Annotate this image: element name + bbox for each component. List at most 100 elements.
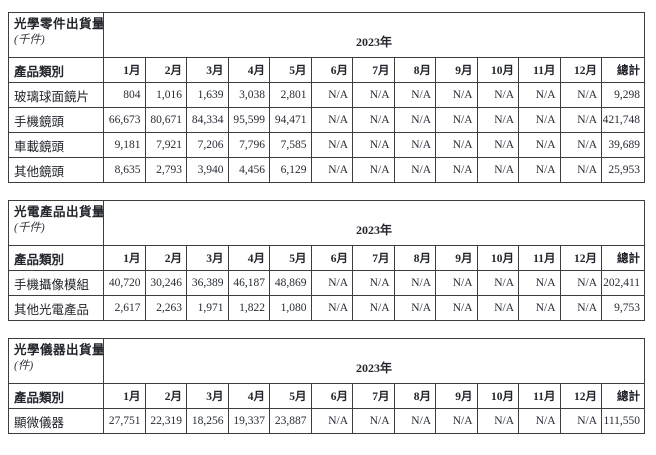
cell-value: N/A: [310, 295, 353, 321]
table-title: 光電產品出貨量: [14, 205, 104, 219]
cell-value: N/A: [476, 270, 519, 296]
column-header-month: 2月: [144, 383, 187, 409]
cell-value: N/A: [476, 295, 519, 321]
year-label: 2023年: [356, 35, 393, 49]
column-header-month: 1月: [103, 383, 146, 409]
column-header-month: 5月: [269, 57, 312, 83]
cell-value: 48,869: [269, 270, 312, 296]
column-header-month: 9月: [435, 245, 478, 271]
cell-value: N/A: [310, 107, 353, 133]
cell-value: N/A: [310, 270, 353, 296]
cell-value: 18,256: [186, 408, 229, 434]
optical-instruments-table: 光學儀器出貨量 (件) 2023年 產品類別 1月 2月 3月 4月 5月 6月…: [8, 338, 646, 434]
cell-value: 30,246: [144, 270, 187, 296]
cell-value: N/A: [435, 157, 478, 183]
column-header-month: 6月: [310, 383, 353, 409]
cell-value: 22,319: [144, 408, 187, 434]
table-unit: (千件): [14, 222, 45, 234]
column-header-total: 總計: [600, 245, 646, 271]
cell-total: 9,298: [600, 82, 646, 108]
cell-value: N/A: [393, 107, 436, 133]
table-title: 光學儀器出貨量: [14, 343, 104, 357]
cell-value: N/A: [476, 408, 519, 434]
document-page: 光學零件出貨量 (千件) 2023年 產品類別 1月 2月 3月 4月 5月 6…: [8, 12, 646, 434]
cell-value: 19,337: [227, 408, 270, 434]
table-row: 玻璃球面鏡片 804 1,016 1,639 3,038 2,801 N/A N…: [8, 82, 646, 108]
year-label: 2023年: [356, 223, 393, 237]
cell-total: 39,689: [600, 132, 646, 158]
column-header-month: 10月: [476, 57, 519, 83]
cell-value: N/A: [518, 408, 561, 434]
column-header-month: 6月: [310, 245, 353, 271]
column-header-total: 總計: [600, 383, 646, 409]
cell-value: 7,585: [269, 132, 312, 158]
cell-total: 9,753: [600, 295, 646, 321]
cell-value: 2,793: [144, 157, 187, 183]
row-label: 其他鏡頭: [8, 157, 104, 183]
cell-value: N/A: [310, 408, 353, 434]
cell-value: 7,921: [144, 132, 187, 158]
row-label: 手機攝像模組: [8, 270, 104, 296]
cell-value: N/A: [559, 132, 602, 158]
column-header-month: 3月: [186, 57, 229, 83]
table-title-row: 光電產品出貨量 (千件) 2023年: [8, 200, 646, 246]
cell-value: N/A: [435, 270, 478, 296]
optoelectronic-products-table: 光電產品出貨量 (千件) 2023年 產品類別 1月 2月 3月 4月 5月 6…: [8, 200, 646, 321]
cell-value: N/A: [518, 132, 561, 158]
table-title-row: 光學零件出貨量 (千件) 2023年: [8, 12, 646, 58]
table-title-cell: 光學零件出貨量 (千件): [8, 12, 104, 58]
column-header-month: 8月: [393, 57, 436, 83]
cell-value: N/A: [393, 132, 436, 158]
column-header-month: 12月: [559, 245, 602, 271]
cell-value: N/A: [352, 157, 395, 183]
column-header-category: 產品類別: [8, 245, 104, 271]
table-row: 手機鏡頭 66,673 80,671 84,334 95,599 94,471 …: [8, 107, 646, 133]
cell-total: 421,748: [600, 107, 646, 133]
column-header-month: 2月: [144, 245, 187, 271]
column-header-month: 3月: [186, 245, 229, 271]
column-header-month: 4月: [227, 57, 270, 83]
column-header-total: 總計: [600, 57, 646, 83]
table-title-row: 光學儀器出貨量 (件) 2023年: [8, 338, 646, 384]
column-header-month: 8月: [393, 245, 436, 271]
cell-value: N/A: [435, 107, 478, 133]
cell-value: N/A: [393, 270, 436, 296]
table-row: 車載鏡頭 9,181 7,921 7,206 7,796 7,585 N/A N…: [8, 132, 646, 158]
column-header-row: 產品類別 1月 2月 3月 4月 5月 6月 7月 8月 9月 10月 11月 …: [8, 245, 646, 271]
column-header-month: 3月: [186, 383, 229, 409]
cell-value: 6,129: [269, 157, 312, 183]
column-header-month: 10月: [476, 245, 519, 271]
cell-total: 202,411: [600, 270, 646, 296]
year-header-cell: 2023年: [102, 200, 646, 246]
cell-value: 1,971: [186, 295, 229, 321]
cell-value: N/A: [352, 107, 395, 133]
column-header-month: 4月: [227, 383, 270, 409]
optical-components-table: 光學零件出貨量 (千件) 2023年 產品類別 1月 2月 3月 4月 5月 6…: [8, 12, 646, 183]
cell-value: N/A: [476, 107, 519, 133]
column-header-category: 產品類別: [8, 383, 104, 409]
cell-value: 2,617: [103, 295, 146, 321]
cell-value: N/A: [352, 295, 395, 321]
table-unit: (千件): [14, 34, 45, 46]
table-title-cell: 光學儀器出貨量 (件): [8, 338, 104, 384]
cell-value: 80,671: [144, 107, 187, 133]
column-header-month: 6月: [310, 57, 353, 83]
column-header-month: 2月: [144, 57, 187, 83]
cell-value: N/A: [435, 132, 478, 158]
cell-value: N/A: [476, 82, 519, 108]
cell-value: 2,263: [144, 295, 187, 321]
cell-value: 27,751: [103, 408, 146, 434]
cell-value: 2,801: [269, 82, 312, 108]
table-title-cell: 光電產品出貨量 (千件): [8, 200, 104, 246]
cell-value: 3,038: [227, 82, 270, 108]
column-header-category: 產品類別: [8, 57, 104, 83]
cell-value: N/A: [476, 157, 519, 183]
cell-value: N/A: [352, 132, 395, 158]
cell-value: 9,181: [103, 132, 146, 158]
row-label: 手機鏡頭: [8, 107, 104, 133]
cell-value: N/A: [559, 270, 602, 296]
cell-value: 1,080: [269, 295, 312, 321]
cell-total: 25,953: [600, 157, 646, 183]
cell-value: 66,673: [103, 107, 146, 133]
cell-value: N/A: [518, 270, 561, 296]
